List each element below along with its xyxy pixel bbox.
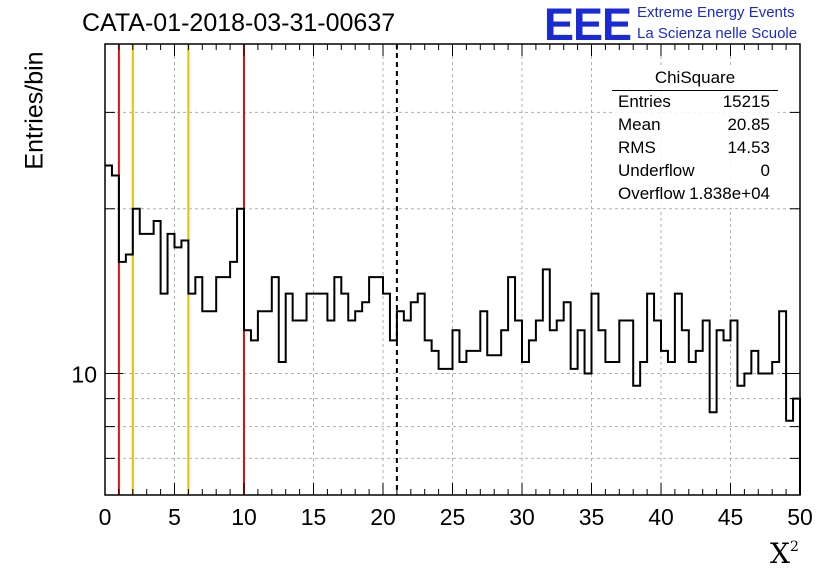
stats-value: 0	[760, 161, 770, 180]
stats-title: ChiSquare	[654, 68, 736, 87]
tick-labels: 0 5 10 15 20 25 30 35 40 45 50 10	[71, 362, 812, 530]
stats-key: Underflow	[618, 161, 695, 180]
histogram-series	[105, 164, 801, 495]
x-tick-label: 20	[370, 504, 396, 530]
stats-value: 20.85	[727, 115, 770, 134]
stats-key: Entries	[618, 92, 671, 111]
stats-key: Overflow	[618, 184, 686, 203]
x-tick-label: 0	[99, 504, 112, 530]
histogram-line	[105, 164, 801, 495]
stats-row-mean: Mean 20.85	[618, 115, 770, 137]
axis-ticks	[104, 43, 801, 496]
x-tick-label: 40	[648, 504, 674, 530]
y-tick-label: 10	[71, 362, 97, 388]
stats-value: 1.838e+04	[689, 184, 770, 203]
x-tick-label: 15	[301, 504, 327, 530]
grid-layer	[105, 44, 800, 495]
x-tick-label: 50	[787, 504, 813, 530]
x-tick-label: 25	[440, 504, 466, 530]
x-tick-label: 10	[231, 504, 257, 530]
org-name-line1: Extreme Energy Events	[637, 4, 795, 21]
y-axis-label: Entries/bin	[20, 51, 49, 170]
x-tick-label: 45	[718, 504, 744, 530]
x-tick-label: 35	[579, 504, 605, 530]
stats-divider	[612, 90, 778, 91]
stats-key: Mean	[618, 115, 661, 134]
x-axis-label: X2	[770, 537, 799, 570]
org-name-line2: La Scienza nelle Scuole	[637, 25, 798, 42]
stats-row-rms: RMS 14.53	[618, 138, 770, 160]
x-tick-label: 30	[509, 504, 535, 530]
stats-key: RMS	[618, 138, 656, 157]
stats-box: ChiSquare Entries 15215 Mean 20.85 RMS 1…	[612, 68, 778, 208]
stats-row-underflow: Underflow 0	[618, 161, 770, 183]
stats-row-entries: Entries 15215	[618, 92, 770, 114]
stats-row-overflow: Overflow 1.838e+04	[618, 184, 770, 206]
stats-value: 14.53	[727, 138, 770, 157]
x-tick-label: 5	[168, 504, 181, 530]
plot-title: CATA-01-2018-03-31-00637	[82, 9, 396, 37]
eee-logo: EEE	[544, 0, 632, 50]
stats-value: 15215	[722, 92, 770, 111]
